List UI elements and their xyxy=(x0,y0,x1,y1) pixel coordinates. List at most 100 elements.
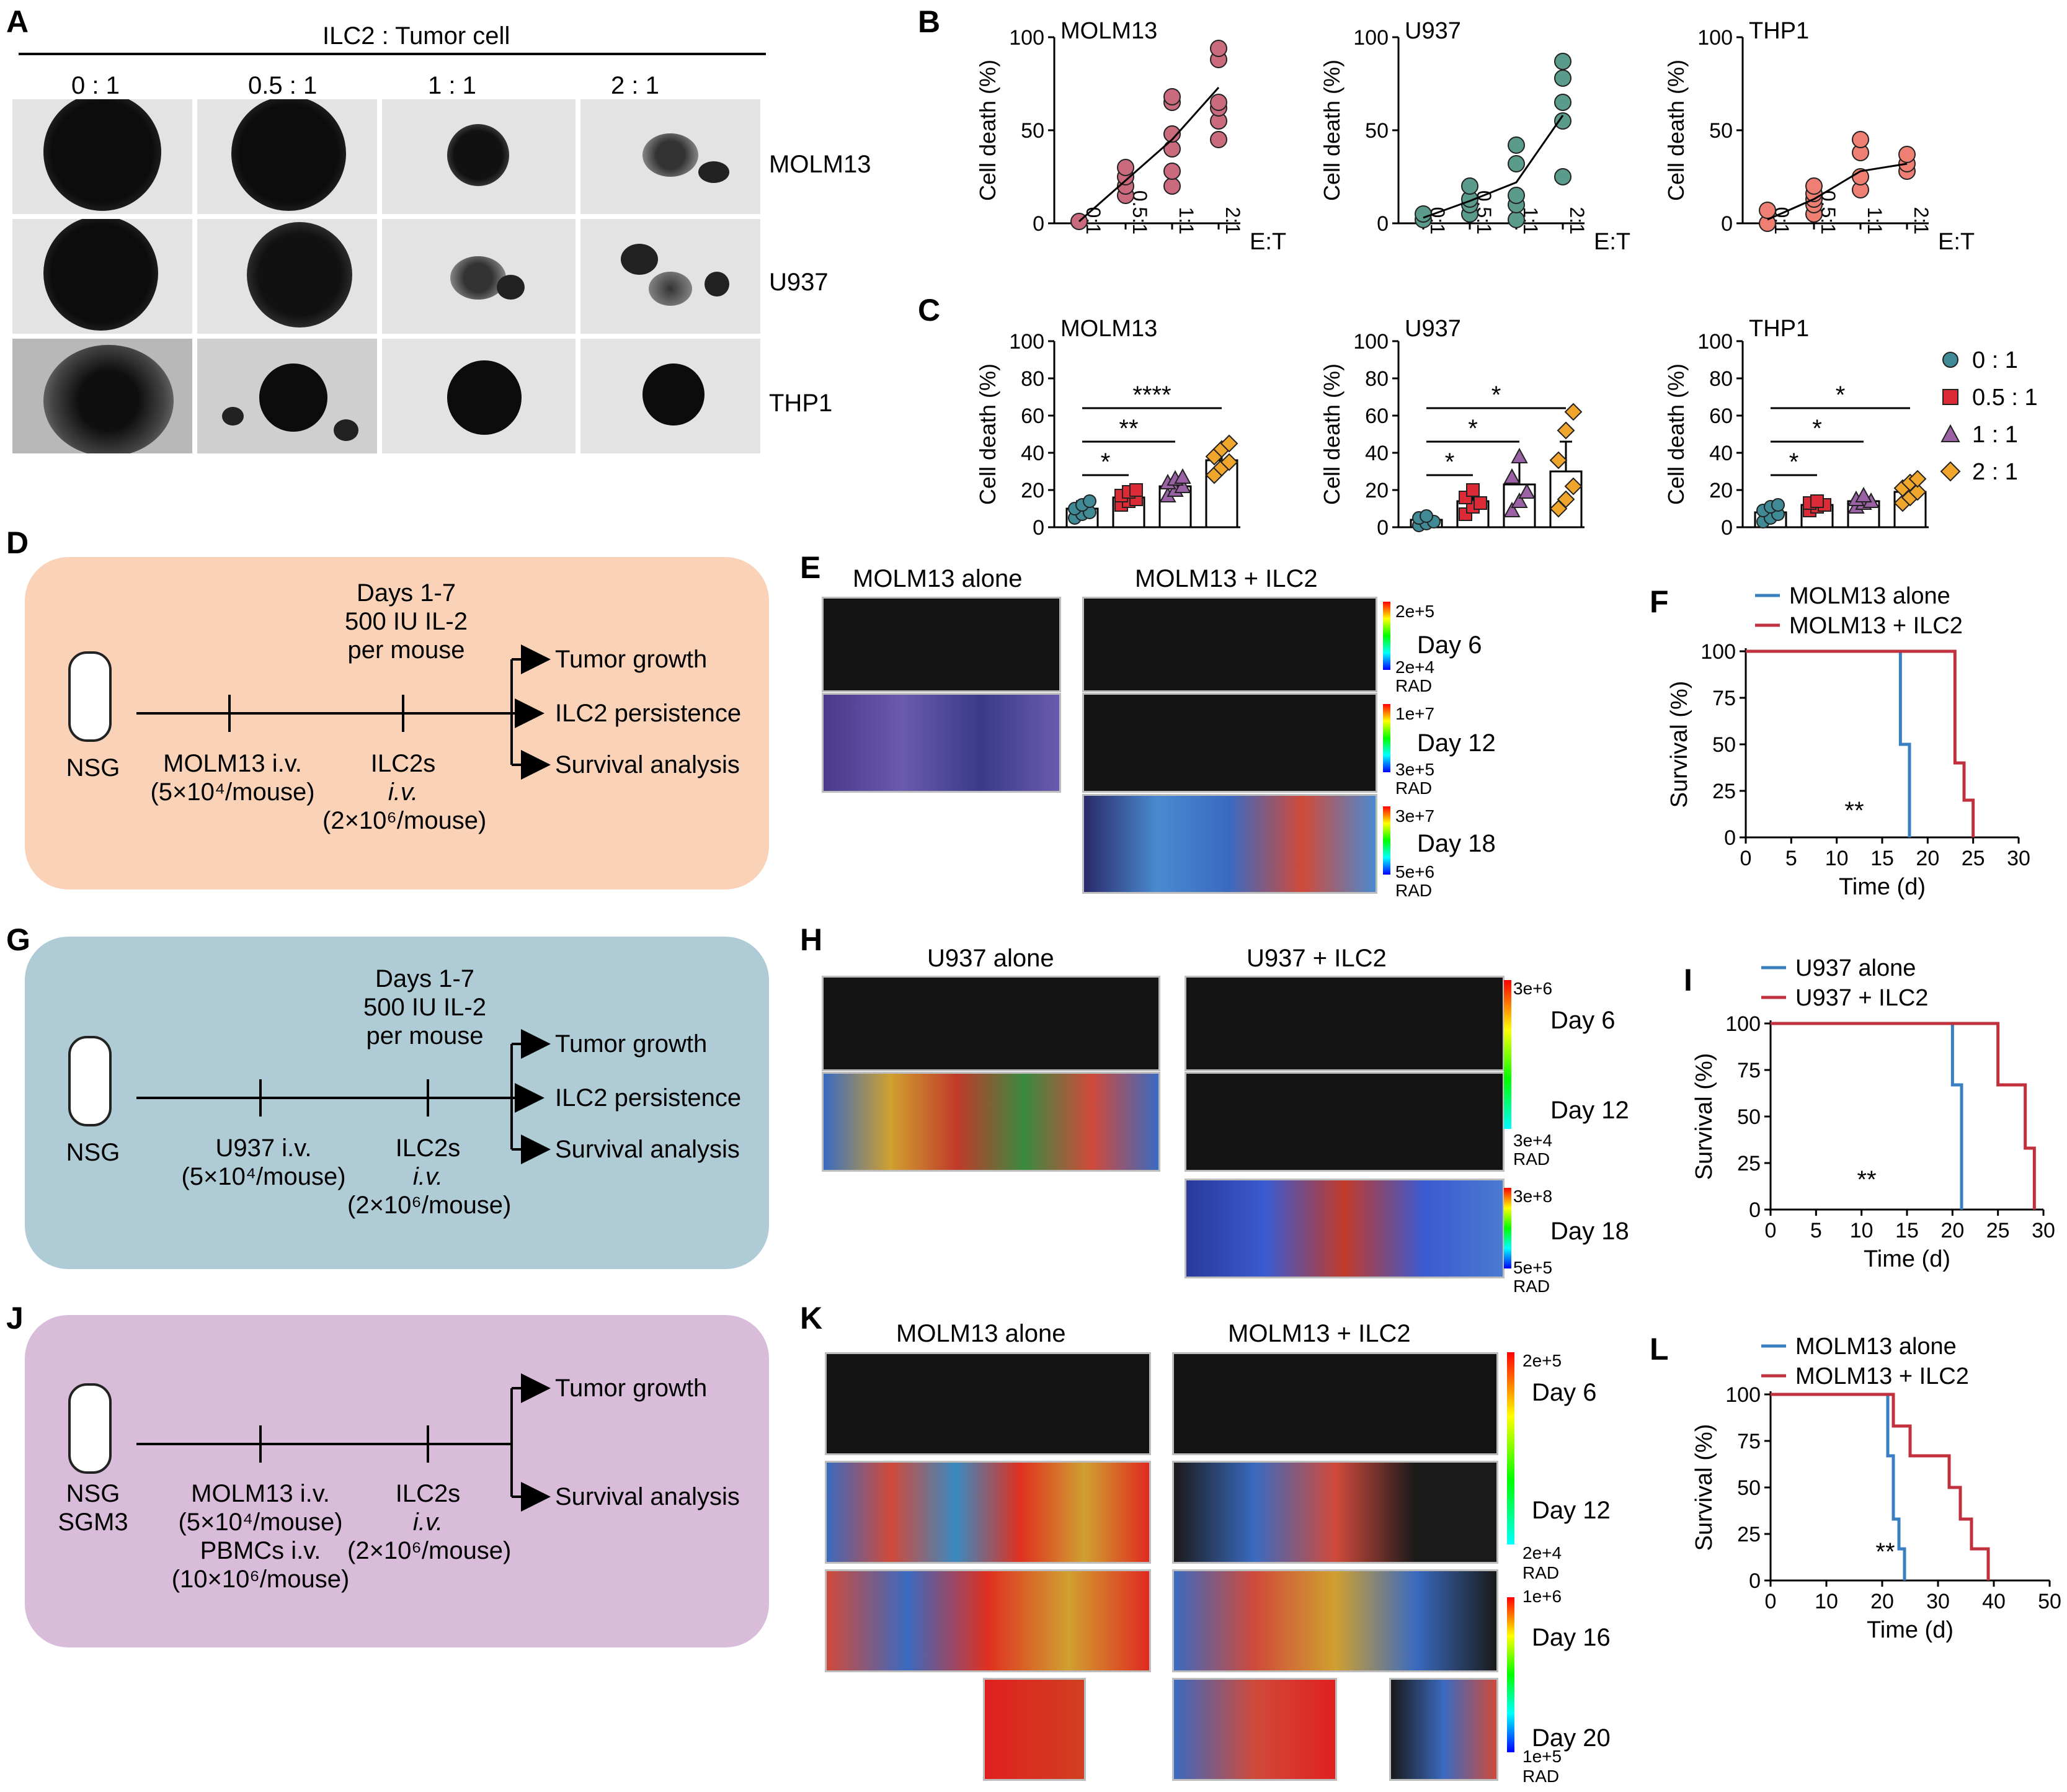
scale-k-1-min: 2e+4 xyxy=(1522,1543,1562,1562)
data-point xyxy=(1503,468,1521,484)
y-axis-label: Survival (%) xyxy=(1691,1424,1717,1551)
data-point xyxy=(1554,112,1571,130)
data-point xyxy=(1210,40,1227,57)
schema-d-box xyxy=(25,557,769,889)
y-tick-label: 0 xyxy=(1721,212,1733,236)
legend-label: 0 : 1 xyxy=(1972,347,2018,373)
data-point xyxy=(1511,447,1528,463)
y-tick-label: 40 xyxy=(1021,442,1044,465)
y-axis-label: Cell death (%) xyxy=(975,363,1000,505)
x-axis-title: E:T xyxy=(1938,229,1975,255)
chart-title: MOLM13 xyxy=(1060,18,1157,44)
imaging-k-left-title: MOLM13 alone xyxy=(896,1320,1066,1347)
y-tick-label: 50 xyxy=(1737,1476,1761,1500)
significance-stars: * xyxy=(1101,448,1111,476)
imaging-e-left-title: MOLM13 alone xyxy=(853,565,1023,592)
scale-e-day12-unit: RAD xyxy=(1395,778,1433,798)
data-point xyxy=(1474,496,1487,510)
data-point xyxy=(1771,498,1785,512)
y-tick-label: 0 xyxy=(1377,516,1389,540)
micro-thp1-ratio-2 xyxy=(197,339,377,453)
y-axis-label: Survival (%) xyxy=(1691,1053,1717,1180)
y-tick-label: 0 xyxy=(1721,516,1733,540)
cell-clump xyxy=(649,272,692,306)
row-label-thp1: THP1 xyxy=(769,390,833,417)
y-tick-label: 100 xyxy=(1725,1012,1761,1036)
scale-e-day6-unit: RAD xyxy=(1395,676,1433,695)
x-axis-title: E:T xyxy=(1594,229,1630,255)
y-axis-label: Cell death (%) xyxy=(1663,60,1689,201)
imaging-e-alone-day6 xyxy=(822,597,1061,692)
mouse-strain-j-1: NSG xyxy=(66,1480,120,1507)
imaging-e-ilc2-day18 xyxy=(1082,794,1377,894)
y-tick-label: 0 xyxy=(1749,1198,1761,1222)
panel-letter-f: F xyxy=(1650,584,1669,619)
y-tick-label: 75 xyxy=(1737,1059,1761,1082)
il2-g-1: Days 1-7 xyxy=(375,965,475,992)
micro-molm13-ratio-3 xyxy=(382,99,576,214)
tumor-g-1: U937 i.v. xyxy=(215,1134,312,1162)
y-tick-label: 80 xyxy=(1709,367,1733,391)
y-tick-label: 20 xyxy=(1021,479,1044,502)
cell-clump xyxy=(222,407,244,426)
spheroid xyxy=(447,124,509,186)
x-tick-label: 10 xyxy=(1850,1219,1874,1242)
il2-d-1: Days 1-7 xyxy=(356,579,456,607)
outcome-d-3: Survival analysis xyxy=(555,751,740,778)
x-tick-label: 40 xyxy=(1982,1590,2006,1613)
y-axis-label: Cell death (%) xyxy=(1319,363,1345,505)
x-axis-label: Time (d) xyxy=(1867,1617,1954,1643)
imaging-h-right-title: U937 + ILC2 xyxy=(1247,945,1387,972)
data-point xyxy=(1461,177,1478,195)
panel-a-header-rule xyxy=(19,53,766,55)
chart-title: THP1 xyxy=(1749,18,1809,44)
chart-title: U937 xyxy=(1405,316,1461,342)
panel-letter-h: H xyxy=(800,922,823,957)
day-label-e-3: Day 18 xyxy=(1417,830,1496,857)
mouse-strain-j-2: SGM3 xyxy=(58,1509,128,1536)
x-tick-label: 20 xyxy=(1916,847,1939,870)
il2-g-3: per mouse xyxy=(366,1022,484,1050)
significance-stars: ** xyxy=(1875,1538,1895,1566)
ilc2-d-2: i.v. xyxy=(388,778,419,806)
outcome-j-2: Survival analysis xyxy=(555,1483,740,1510)
imaging-h-ilc2-day6 xyxy=(1185,976,1505,1071)
x-tick-label: 0 xyxy=(1740,847,1752,870)
panel-letter-b: B xyxy=(918,4,941,39)
data-point xyxy=(1163,163,1181,180)
mouse-strain-g: NSG xyxy=(66,1139,120,1166)
legend-label: U937 alone xyxy=(1795,955,1916,981)
imaging-h-ilc2-day12 xyxy=(1185,1072,1505,1172)
ratio-label-2: 0.5 : 1 xyxy=(248,72,318,99)
data-point xyxy=(1855,486,1872,502)
panel-letter-i: I xyxy=(1684,963,1692,997)
panel-letter-c: C xyxy=(918,293,941,328)
schema-lines xyxy=(136,644,551,1512)
y-axis-label: Cell death (%) xyxy=(975,60,1000,201)
mean-line xyxy=(1078,87,1220,223)
data-point xyxy=(1942,352,1958,368)
y-tick-label: 40 xyxy=(1365,442,1389,465)
micro-molm13-ratio-2 xyxy=(197,99,377,214)
x-tick-label: 20 xyxy=(1940,1219,1964,1242)
data-point xyxy=(1508,187,1525,204)
scale-k-2-min: 1e+5 xyxy=(1522,1747,1562,1766)
ratio-label-3: 1 : 1 xyxy=(428,72,476,99)
data-point xyxy=(1163,88,1181,105)
imaging-e-ilc2-day6 xyxy=(1082,597,1377,692)
micro-u937-ratio-2 xyxy=(197,219,377,334)
data-point xyxy=(1083,494,1096,508)
y-tick-label: 50 xyxy=(1737,1105,1761,1129)
ilc2-g-1: ILC2s xyxy=(395,1134,461,1162)
significance-stars: * xyxy=(1812,415,1822,442)
outcome-g-2: ILC2 persistence xyxy=(555,1084,742,1112)
ilc2-j-2: i.v. xyxy=(412,1509,443,1536)
x-tick-label: 1:1 xyxy=(1175,207,1198,234)
data-point xyxy=(1174,468,1191,484)
x-tick-label: 10 xyxy=(1815,1590,1838,1613)
day-label-k-2: Day 12 xyxy=(1532,1497,1611,1524)
y-tick-label: 100 xyxy=(1697,330,1733,354)
spheroid xyxy=(247,222,352,328)
survival-curve xyxy=(1771,1022,2036,1210)
